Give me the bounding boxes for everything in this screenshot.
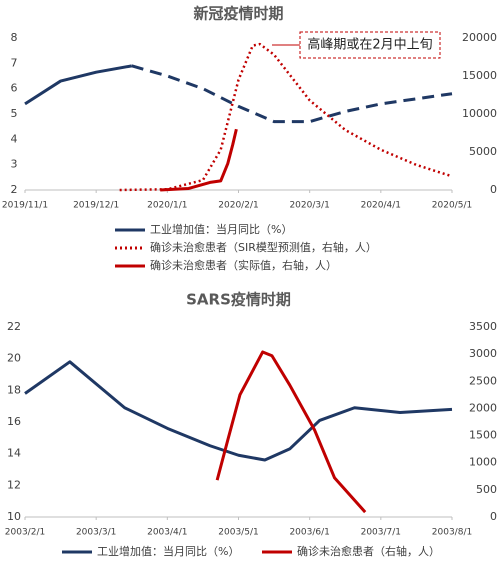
legend-label: 确诊未治愈患者（实际值，右轴，人）: [150, 258, 337, 272]
y-tick-label: 2: [11, 183, 18, 196]
x-tick-label: 2003/6/1: [289, 528, 329, 538]
series-line: [160, 128, 238, 192]
y-tick-label: 20: [7, 352, 21, 365]
legend-label: 工业增加值：当月同比（%）: [97, 544, 239, 558]
series-line: [119, 42, 453, 192]
y2-tick-label: 20000: [462, 31, 497, 44]
y-tick-label: 7: [11, 56, 18, 69]
y-tick-label: 8: [11, 31, 18, 44]
legend-label: 确诊未治愈患者（右轴，人）: [297, 544, 440, 558]
series-line: [24, 360, 453, 462]
y2-tick-label: 0: [490, 510, 497, 523]
x-tick-label: 2003/3/1: [76, 528, 116, 538]
x-tick-label: 2019/11/1: [2, 201, 48, 211]
y2-tick-label: 15000: [462, 69, 497, 82]
y-tick-label: 4: [11, 132, 18, 145]
x-tick-label: 2020/4/1: [361, 201, 401, 211]
legend-label: 确诊未治愈患者（SIR模型预测值，右轴，人）: [150, 240, 377, 254]
annotation: 高峰期或在2月中上旬: [307, 37, 432, 53]
series-line: [24, 64, 133, 106]
annotation-box: [299, 31, 441, 59]
chart-title: 新冠疫情时期: [193, 5, 283, 23]
y2-tick-label: 3500: [469, 320, 497, 333]
chart-title: SARS疫情时期: [186, 291, 291, 309]
series-line: [131, 64, 453, 124]
series-line: [215, 350, 367, 514]
x-tick-label: 2003/2/1: [5, 528, 45, 538]
x-tick-label: 2020/5/1: [432, 201, 472, 211]
y2-tick-label: 1000: [469, 456, 497, 469]
x-tick-label: 2020/3/1: [289, 201, 329, 211]
y2-tick-label: 2000: [469, 401, 497, 414]
y-tick-label: 16: [7, 415, 21, 428]
legend-label: 工业增加值：当月同比（%）: [150, 222, 292, 236]
y2-tick-label: 2500: [469, 374, 497, 387]
y-tick-label: 5: [11, 107, 18, 120]
x-tick-label: 2003/8/1: [432, 528, 472, 538]
x-tick-label: 2020/1/1: [147, 201, 187, 211]
y-tick-label: 22: [7, 320, 21, 333]
x-tick-label: 2003/5/1: [218, 528, 258, 538]
y2-tick-label: 0: [490, 183, 497, 196]
y2-tick-label: 3000: [469, 347, 497, 360]
y2-tick-label: 500: [476, 483, 497, 496]
y2-tick-label: 1500: [469, 429, 497, 442]
y-tick-label: 6: [11, 82, 18, 95]
y2-tick-label: 10000: [462, 107, 497, 120]
y2-tick-label: 5000: [469, 145, 497, 158]
y-tick-label: 3: [11, 158, 18, 171]
y-tick-label: 12: [7, 478, 21, 491]
y-tick-label: 10: [7, 510, 21, 523]
x-tick-label: 2003/7/1: [361, 528, 401, 538]
x-tick-label: 2020/2/1: [218, 201, 258, 211]
x-tick-label: 2003/4/1: [147, 528, 187, 538]
y-tick-label: 14: [7, 447, 21, 460]
x-tick-label: 2019/12/1: [73, 201, 119, 211]
y-tick-label: 18: [7, 383, 21, 396]
